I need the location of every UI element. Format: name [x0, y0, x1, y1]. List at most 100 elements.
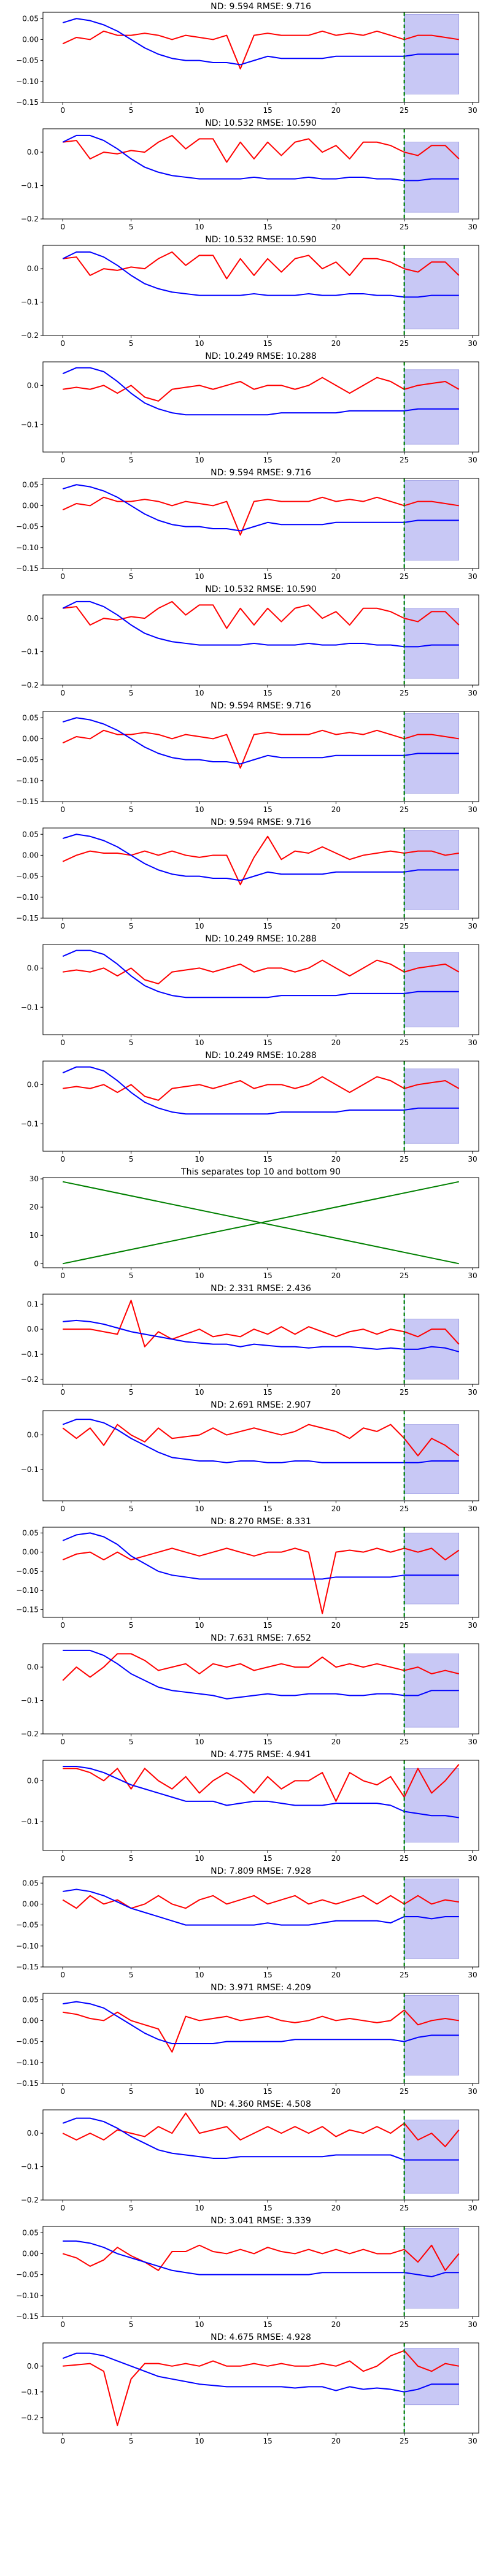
plot-area: [62, 2110, 460, 2200]
plot-area: [63, 1760, 460, 1850]
x-tick-label: 10: [195, 2204, 204, 2212]
x-tick-label: 25: [400, 922, 409, 930]
series-line-blue: [62, 1419, 459, 1463]
forecast-band: [404, 1533, 460, 1604]
y-tick-label: −0.2: [21, 1375, 39, 1384]
y-tick-label: −0.10: [16, 2291, 39, 2300]
series-line-blue: [62, 834, 459, 881]
x-tick-label: 5: [129, 2320, 134, 2329]
x-tick-label: 25: [400, 1738, 409, 1746]
axes-frame: [42, 361, 479, 453]
chart-panel-12: ND: 2.691 RMSE: 2.907 0 5 10 15 20 25 30 0.0 −0.1: [21, 1400, 479, 1513]
axes-frame: [42, 12, 479, 103]
y-tick-label: −0.1: [21, 420, 39, 429]
x-tick-label: 0: [60, 689, 65, 697]
plot-area: [63, 1181, 459, 1265]
x-tick-label: 5: [129, 2087, 134, 2096]
y-tick-label: −0.05: [16, 872, 39, 881]
x-tick-label: 10: [195, 1155, 204, 1163]
x-tick-label: 20: [331, 1738, 341, 1746]
x-tick-label: 0: [60, 1038, 65, 1047]
y-tick-label: 20: [29, 1203, 39, 1211]
chart-title: ND: 4.675 RMSE: 4.928: [211, 2333, 311, 2342]
chart-panel-3: ND: 10.249 RMSE: 10.288 0 5 10 15 20 25 30 0.0 −0…: [21, 351, 479, 464]
chart-panel-2: ND: 10.532 RMSE: 10.590 0 5 10 15 20 25 30 0.0 −0…: [21, 235, 479, 348]
x-tick-label: 15: [263, 223, 272, 231]
y-tick-label: −0.1: [21, 2163, 39, 2171]
y-tick-label: 0.05: [22, 2228, 39, 2237]
series-line-red: [62, 496, 459, 536]
series-line-red: [62, 30, 459, 70]
y-tick-label: 10: [29, 1231, 39, 1240]
chart-panel-15: ND: 4.775 RMSE: 4.941 0 5 10 15 20 25 30 0.0 −0.1: [21, 1750, 479, 1863]
x-tick-label: 0: [60, 922, 65, 930]
y-tick-label: −0.05: [16, 1921, 39, 1930]
x-tick-label: 0: [60, 223, 65, 231]
x-tick-label: 15: [263, 922, 272, 930]
x-tick-label: 0: [60, 1738, 65, 1746]
x-tick-label: 5: [129, 106, 134, 115]
x-tick-label: 5: [129, 689, 134, 697]
x-tick-label: 25: [400, 1271, 409, 1280]
plot-area: [62, 2343, 460, 2433]
chart-title: ND: 7.809 RMSE: 7.928: [211, 1866, 311, 1876]
x-tick-label: 0: [60, 2320, 65, 2329]
x-tick-label: 0: [60, 339, 65, 348]
series-line-blue: [62, 2117, 459, 2161]
x-tick-label: 30: [468, 1971, 477, 1979]
x-tick-label: 10: [195, 1738, 204, 1746]
plot-area: [62, 828, 460, 918]
y-tick-label: 0.00: [22, 1899, 39, 1908]
y-tick-label: −0.10: [16, 776, 39, 785]
series-line-red: [62, 1424, 460, 1457]
x-tick-label: 30: [468, 1505, 477, 1513]
x-tick-label: 20: [331, 1505, 341, 1513]
y-tick-label: −0.10: [16, 77, 39, 86]
y-tick-label: 0.00: [22, 1548, 39, 1557]
x-tick-label: 25: [400, 689, 409, 697]
series-line-red: [63, 2350, 459, 2426]
x-tick-label: 30: [468, 456, 477, 464]
x-tick-label: 0: [60, 106, 65, 115]
x-tick-label: 5: [129, 1271, 134, 1280]
axes-frame: [42, 245, 479, 336]
series-line-blue: [62, 484, 459, 532]
axes-frame: [42, 711, 479, 802]
plot-area: [62, 1877, 460, 1967]
x-tick-label: 25: [400, 223, 409, 231]
axes-frame: [42, 1294, 479, 1385]
chart-panel-19: ND: 3.041 RMSE: 3.339 0 5 10 15 20 25 30 0.05 0.0…: [16, 2216, 479, 2329]
axes-frame: [42, 2226, 479, 2317]
series-line-red: [62, 2244, 460, 2271]
x-tick-label: 25: [400, 2320, 409, 2329]
y-tick-label: −0.05: [16, 2271, 39, 2279]
chart-title: ND: 7.631 RMSE: 7.652: [211, 1633, 311, 1643]
forecast-band: [404, 369, 460, 445]
y-tick-label: −0.1: [21, 182, 39, 190]
y-tick-label: 0.0: [27, 381, 39, 389]
x-tick-label: 20: [331, 922, 341, 930]
y-tick-label: 30: [29, 1175, 39, 1183]
x-tick-label: 10: [195, 1854, 204, 1863]
x-tick-label: 25: [400, 1038, 409, 1047]
y-tick-label: 0.0: [27, 964, 39, 972]
series-line-blue: [62, 949, 459, 999]
y-tick-label: −0.2: [21, 1730, 39, 1738]
series-line-red: [62, 1895, 459, 1909]
x-tick-label: 30: [468, 1738, 477, 1746]
x-tick-label: 30: [468, 106, 477, 115]
x-tick-label: 0: [60, 1155, 65, 1163]
y-tick-label: −0.2: [21, 2413, 39, 2422]
y-tick-label: −0.05: [16, 2037, 39, 2046]
x-tick-label: 25: [400, 1388, 409, 1397]
series-line-red: [63, 1300, 460, 1347]
chart-panel-16: ND: 7.809 RMSE: 7.928 0 5 10 15 20 25 30 0.05 0.0…: [16, 1866, 479, 1979]
y-tick-label: 0.0: [27, 264, 39, 273]
series-line-blue: [62, 1532, 459, 1580]
forecast-band: [404, 608, 460, 679]
x-tick-label: 10: [195, 2320, 204, 2329]
plot-area: [62, 711, 460, 802]
x-tick-label: 0: [60, 805, 65, 814]
plot-area: [62, 595, 460, 685]
series-line-red: [63, 959, 460, 984]
